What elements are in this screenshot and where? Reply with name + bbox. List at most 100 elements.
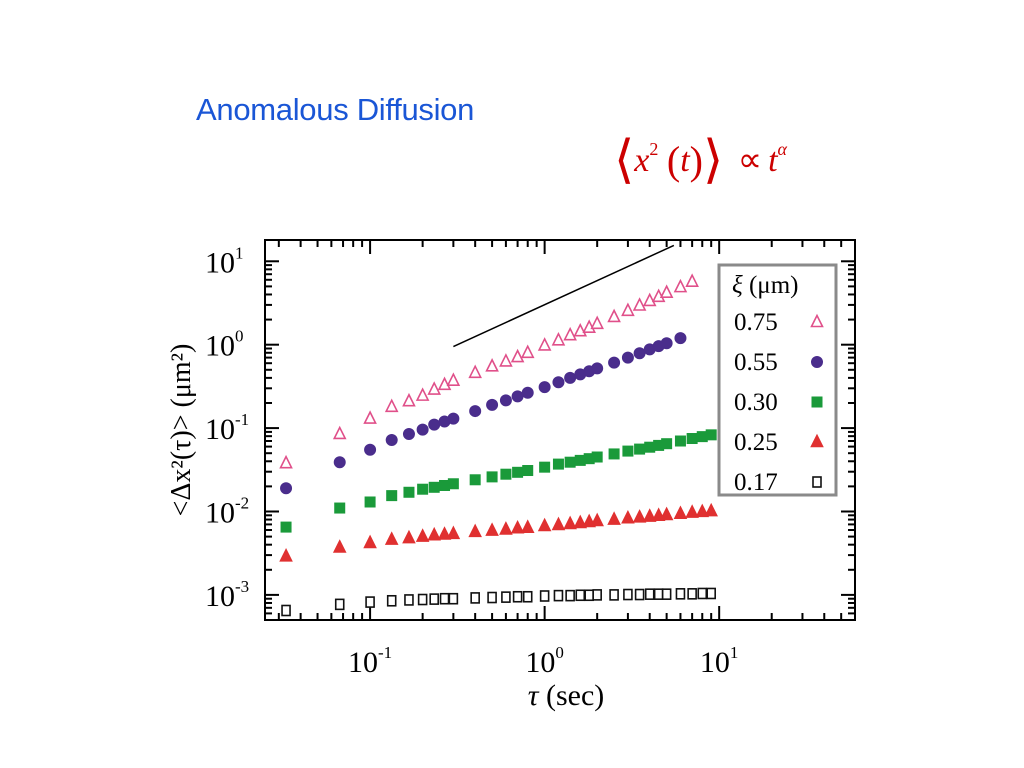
formula-left-angle: ⟨ — [614, 132, 635, 189]
data-point — [632, 509, 647, 523]
data-point — [607, 511, 621, 525]
data-point — [660, 337, 673, 350]
formula-t2: t — [768, 142, 778, 179]
data-point — [539, 590, 550, 602]
legend-label: 0.25 — [734, 429, 778, 456]
data-point — [512, 466, 524, 478]
data-point — [404, 594, 414, 606]
series-0_30 — [280, 429, 717, 533]
data-point — [510, 348, 525, 363]
y-tick-label-base: 10 — [205, 413, 235, 446]
data-point — [470, 592, 480, 604]
data-point — [584, 589, 594, 602]
data-point — [634, 588, 645, 601]
data-point — [486, 398, 499, 411]
data-point — [674, 435, 686, 447]
formula: ⟨x2 (t)⟩ ∝ tα — [614, 130, 787, 190]
data-point — [553, 589, 564, 602]
data-point — [590, 315, 604, 330]
data-point — [521, 386, 534, 399]
data-point — [563, 515, 577, 530]
slide-title: Anomalous Diffusion — [196, 92, 475, 127]
data-point — [427, 526, 442, 541]
data-point — [634, 443, 646, 455]
data-point — [609, 589, 619, 601]
data-point — [417, 593, 428, 606]
y-tick-label-base: 10 — [205, 330, 235, 363]
data-point — [416, 423, 429, 436]
y-tick-label: 10-1 — [205, 410, 249, 446]
data-point — [608, 356, 621, 369]
data-point — [447, 412, 460, 425]
legend-marker — [810, 313, 824, 328]
series-0_17 — [281, 587, 716, 617]
data-point — [695, 503, 710, 518]
data-point — [384, 398, 399, 413]
data-point — [551, 516, 566, 531]
data-point — [499, 353, 513, 367]
data-point — [573, 322, 588, 337]
legend-label: 0.55 — [734, 349, 778, 376]
data-point — [538, 381, 551, 394]
data-point — [565, 589, 575, 602]
data-point — [706, 587, 716, 600]
x-tick-label: 100 — [525, 643, 564, 679]
data-point — [642, 508, 657, 522]
data-point — [661, 588, 672, 600]
data-point — [363, 410, 377, 424]
reference-slope-line — [453, 244, 675, 348]
data-point — [674, 332, 687, 345]
data-point — [510, 519, 525, 534]
x-axis-label-symbol: τ — [528, 679, 540, 712]
data-point — [512, 590, 523, 603]
data-point — [446, 372, 461, 387]
data-point — [551, 331, 566, 346]
data-point — [673, 505, 688, 520]
data-point — [685, 504, 699, 518]
data-point — [279, 454, 293, 469]
legend-label: 0.30 — [734, 389, 778, 416]
data-point — [673, 278, 688, 293]
data-point — [402, 392, 416, 407]
formula-proportional: ∝ — [737, 142, 763, 179]
legend-items: 0.75 0.55 0.30 0.25 0.17 — [734, 309, 824, 496]
y-tick-label-base: 10 — [205, 496, 235, 529]
data-point — [653, 588, 664, 600]
data-point — [552, 376, 565, 389]
data-point — [402, 529, 416, 544]
data-point — [697, 587, 708, 600]
series-0_75 — [279, 273, 699, 469]
x-axis-label: τ (sec) — [528, 679, 605, 712]
data-point — [659, 506, 674, 521]
data-point — [621, 302, 635, 317]
x-tick-label: 101 — [700, 643, 739, 679]
data-point — [520, 344, 535, 359]
y-tick-label: 10-3 — [205, 577, 249, 613]
data-point — [607, 308, 621, 323]
data-point — [332, 425, 347, 440]
data-point — [364, 496, 376, 508]
x-tick-labels: 10-1 100 101 — [348, 643, 738, 679]
data-point — [573, 514, 588, 529]
data-point — [501, 591, 511, 603]
data-point — [280, 482, 293, 495]
data-point — [500, 468, 512, 480]
data-point — [687, 588, 697, 600]
legend-label: 0.75 — [734, 309, 778, 336]
data-point — [499, 394, 512, 407]
data-point — [633, 347, 646, 360]
formula-x: x — [634, 142, 650, 179]
x-tick-label-exp: 0 — [555, 643, 564, 662]
data-point — [592, 589, 602, 601]
data-point — [448, 592, 459, 605]
x-tick-label-base: 10 — [525, 646, 555, 679]
legend-title-unit: (μm) — [743, 272, 799, 299]
legend-marker — [812, 476, 822, 488]
data-point — [429, 593, 440, 605]
axis-ticks — [265, 240, 856, 621]
data-point — [564, 456, 576, 468]
data-point — [485, 358, 499, 372]
data-point — [485, 522, 499, 536]
data-point — [415, 528, 430, 542]
data-point — [384, 531, 399, 545]
